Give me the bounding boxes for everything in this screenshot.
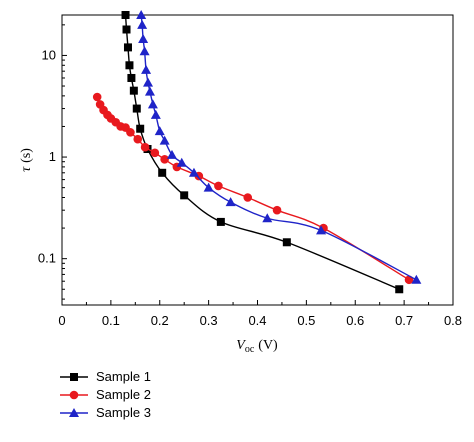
data-point-triangle (154, 126, 165, 136)
data-point-circle (243, 193, 253, 202)
data-point-circle (150, 148, 160, 158)
data-point-circle (92, 92, 102, 102)
data-point-square (129, 86, 138, 95)
data-point-square (136, 124, 145, 133)
legend-item: Sample 1 (60, 369, 151, 384)
data-point-square (216, 217, 225, 226)
x-axis-ticks: 0 0.1 0.2 0.3 0.4 0.5 0.6 0.7 0.8 (58, 300, 462, 328)
series-layer (92, 10, 422, 294)
data-point-triangle (262, 213, 273, 223)
x-tick-label: 0.7 (395, 313, 413, 328)
data-point-triangle (411, 274, 422, 284)
data-point-triangle (166, 149, 177, 159)
x-axis-subscript: oc (245, 344, 255, 355)
data-point-triangle (159, 135, 170, 145)
data-point-triangle (69, 408, 79, 417)
data-point-triangle (136, 10, 147, 19)
data-point-circle (133, 134, 143, 144)
data-point-square (122, 25, 131, 34)
x-tick-label: 0 (58, 313, 65, 328)
data-point-triangle (143, 77, 154, 87)
legend: Sample 1 Sample 2 Sample 3 (60, 369, 151, 420)
data-point-square (132, 104, 141, 113)
x-tick-label: 0.6 (346, 313, 364, 328)
data-point-circle (126, 128, 135, 137)
y-tick-label: 0.1 (38, 251, 56, 266)
data-point-triangle (139, 46, 150, 56)
y-tick-label: 10 (42, 47, 56, 62)
y-axis-symbol: τ (19, 166, 34, 172)
legend-label: Sample 2 (96, 387, 151, 402)
data-point-square (395, 285, 404, 294)
legend-label: Sample 1 (96, 369, 151, 384)
x-tick-label: 0.8 (444, 313, 462, 328)
data-point-triangle (225, 197, 236, 207)
data-point-circle (214, 181, 223, 191)
y-axis-title: τ (s) (19, 148, 34, 172)
plot-frame (61, 14, 454, 306)
series-3 (136, 10, 422, 284)
x-tick-label: 0.4 (248, 313, 266, 328)
x-axis-unit: (V) (258, 338, 278, 353)
data-point-square (123, 43, 132, 52)
data-point-triangle (138, 34, 149, 44)
y-tick-label: 1 (49, 149, 56, 164)
series-2 (92, 92, 414, 285)
data-point-triangle (188, 167, 199, 177)
data-point-circle (69, 390, 79, 400)
data-point-triangle (203, 182, 214, 192)
x-tick-label: 0.2 (151, 313, 169, 328)
data-point-triangle (316, 225, 327, 235)
data-point-triangle (147, 99, 158, 109)
x-tick-label: 0.1 (102, 313, 120, 328)
data-point-square (282, 238, 291, 247)
data-point-square (158, 168, 167, 177)
data-point-circle (272, 205, 282, 215)
data-point-triangle (150, 109, 161, 119)
data-point-square (70, 373, 78, 381)
data-point-square (180, 191, 189, 200)
data-point-square (121, 11, 130, 19)
legend-label: Sample 3 (96, 405, 151, 420)
data-point-square (127, 73, 136, 82)
y-axis-ticks: 0.1 1 10 (38, 24, 67, 300)
data-point-triangle (137, 19, 148, 29)
series-line (96, 96, 410, 281)
x-tick-label: 0.5 (297, 313, 315, 328)
data-point-triangle (176, 157, 187, 167)
x-axis-symbol: V (236, 338, 246, 353)
data-point-circle (140, 142, 150, 152)
data-point-triangle (141, 64, 152, 74)
x-axis-title: Voc (V) (236, 338, 278, 355)
legend-item: Sample 2 (60, 387, 151, 402)
data-point-square (125, 61, 134, 70)
data-point-triangle (144, 86, 155, 96)
legend-item: Sample 3 (60, 405, 151, 420)
series-1 (121, 11, 404, 294)
data-point-circle (160, 155, 169, 164)
x-tick-label: 0.3 (200, 313, 218, 328)
y-axis-unit: (s) (19, 148, 34, 163)
